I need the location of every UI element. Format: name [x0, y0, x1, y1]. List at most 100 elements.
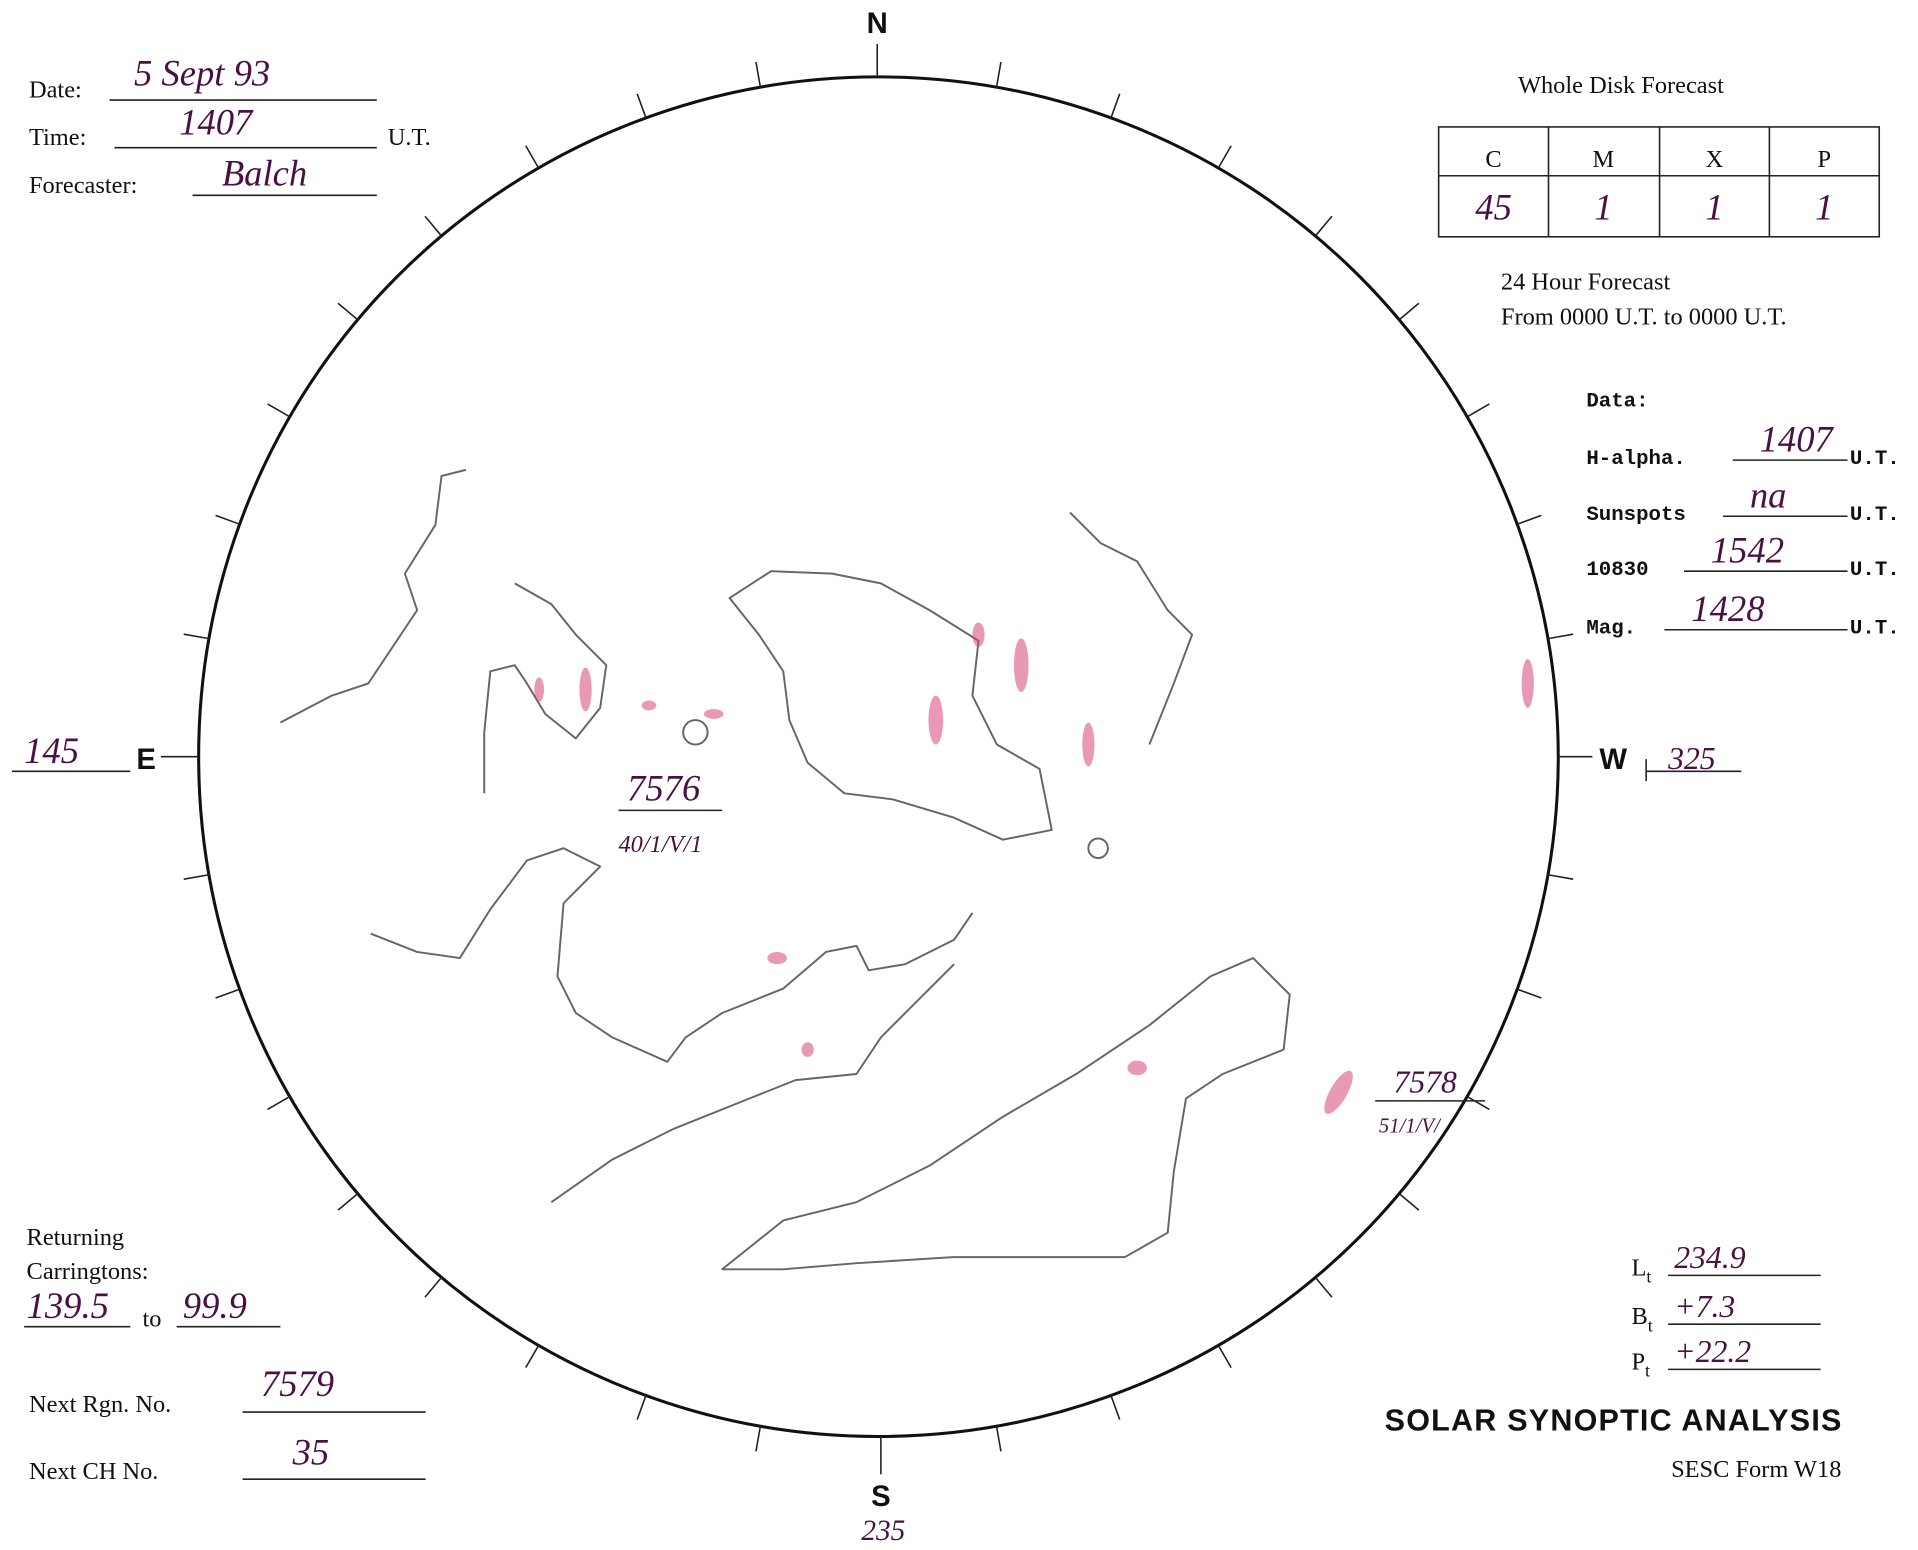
limb-tick	[215, 514, 240, 525]
angle-value: +7.3	[1674, 1289, 1735, 1324]
form-id: SESC Form W18	[1671, 1456, 1841, 1483]
angle-subscript: t	[1646, 1267, 1651, 1287]
forecast-column: M	[1593, 146, 1615, 173]
carrington-to-label: to	[143, 1306, 162, 1333]
angle-label: Pt	[1631, 1348, 1650, 1380]
limb-tick	[1547, 873, 1574, 880]
date-value: 5 Sept 93	[134, 52, 270, 93]
time-label: Time:	[29, 124, 86, 151]
form-title: SOLAR SYNOPTIC ANALYSIS	[1385, 1403, 1843, 1437]
west: W	[1599, 743, 1627, 776]
region-number: 7576	[627, 768, 701, 809]
limb-tick	[525, 1345, 540, 1369]
angle-subscript: t	[1648, 1316, 1653, 1336]
forecast-column: C	[1485, 146, 1501, 173]
angle-label: Bt	[1631, 1303, 1652, 1335]
limb-tick	[636, 1395, 647, 1420]
forecast-cells: C M X P 45 1 1 1	[1475, 146, 1833, 227]
forecast-column: X	[1706, 146, 1724, 173]
data-rows: H-alpha. 1407 U.T. Sunspots na U.T. 10830 1542 U…	[1586, 419, 1899, 641]
next-ch: 35	[292, 1432, 330, 1473]
angle-symbol: L	[1631, 1254, 1646, 1281]
limb-tick	[995, 1426, 1002, 1452]
time-unit: U.T.	[388, 124, 431, 151]
forecast-column: P	[1818, 146, 1832, 173]
pencil-sketch	[279, 468, 1291, 1271]
angle-label: Lt	[1631, 1254, 1651, 1286]
forecaster-value: Balch	[222, 153, 307, 194]
pink-sketch	[534, 622, 1534, 1114]
east: E	[136, 743, 156, 776]
south: S	[871, 1480, 891, 1513]
data-label: 10830	[1586, 559, 1648, 582]
data-label: Mag.	[1586, 617, 1636, 640]
north: N	[867, 7, 888, 40]
angles: Lt 234.9 Bt +7.3 Pt +22.2	[1631, 1240, 1821, 1381]
limb-tick	[267, 403, 291, 418]
data-value: na	[1750, 475, 1787, 516]
forecast-value: 45	[1475, 187, 1512, 228]
limb-tick	[1466, 1095, 1490, 1111]
limb-tick	[1314, 1276, 1333, 1298]
limb-tick	[1217, 1345, 1232, 1369]
carrington-label: Carringtons:	[27, 1258, 149, 1285]
limb-tick	[1110, 93, 1121, 119]
limb-tick	[755, 1426, 762, 1452]
limb-tick	[1516, 988, 1542, 999]
next-ch-label: Next CH No.	[29, 1458, 158, 1485]
limb-tick	[1110, 1395, 1121, 1420]
angle-symbol: B	[1631, 1303, 1647, 1330]
period-title: 24 Hour Forecast	[1501, 268, 1671, 295]
limb-tick	[215, 988, 240, 999]
limb-tick	[424, 215, 443, 237]
limb-tick	[183, 873, 210, 880]
limb-tick	[1547, 633, 1574, 640]
limb-tick	[337, 302, 359, 321]
east-longitude: 145	[24, 730, 79, 771]
time-value: 1407	[179, 101, 254, 142]
angle-subscript: t	[1645, 1361, 1650, 1381]
limb-tick	[267, 1095, 291, 1111]
limb-tick	[1398, 302, 1420, 321]
region-number: 7578	[1393, 1064, 1457, 1099]
limb-tick	[525, 145, 540, 169]
data-value: 1542	[1711, 530, 1784, 571]
angle-value: +22.2	[1674, 1334, 1751, 1369]
data-label: H-alpha.	[1586, 448, 1686, 471]
limb-tick	[183, 633, 210, 640]
date-label: Date:	[29, 77, 82, 104]
forecast-value: 1	[1705, 187, 1723, 228]
data-value: 1407	[1760, 419, 1835, 460]
data-unit: U.T.	[1850, 617, 1900, 640]
carrington-from: 139.5	[27, 1285, 109, 1326]
limb-tick	[995, 61, 1002, 88]
limb-tick	[1217, 145, 1232, 169]
forecast-value: 1	[1594, 187, 1612, 228]
carrington-label: Returning	[27, 1224, 125, 1251]
limb-tick	[755, 61, 762, 88]
angle-symbol: P	[1631, 1348, 1645, 1375]
data-value: 1428	[1691, 588, 1764, 629]
angle-value: 234.9	[1674, 1240, 1746, 1275]
region-code: 40/1/V/1	[618, 831, 702, 858]
limb-ticks	[183, 61, 1574, 1452]
forecast-title: Whole Disk Forecast	[1518, 72, 1724, 99]
next-region-label: Next Rgn. No.	[29, 1391, 171, 1418]
data-unit: U.T.	[1850, 559, 1900, 582]
forecast-value: 1	[1815, 187, 1833, 228]
period: From 0000 U.T. to 0000 U.T.	[1501, 304, 1787, 331]
limb-tick	[1516, 514, 1542, 525]
data-title: Data:	[1586, 390, 1648, 413]
limb-tick	[1314, 215, 1333, 237]
next-region: 7579	[261, 1363, 334, 1404]
limb-tick	[1466, 403, 1490, 418]
forecaster-label: Forecaster:	[29, 172, 137, 199]
region-code: 51/1/V/	[1379, 1116, 1442, 1138]
data-label: Sunspots	[1586, 504, 1686, 527]
limb-tick	[636, 93, 647, 119]
carrington-to: 99.9	[183, 1285, 247, 1326]
limb-tick	[337, 1193, 359, 1211]
limb-tick	[424, 1276, 443, 1298]
